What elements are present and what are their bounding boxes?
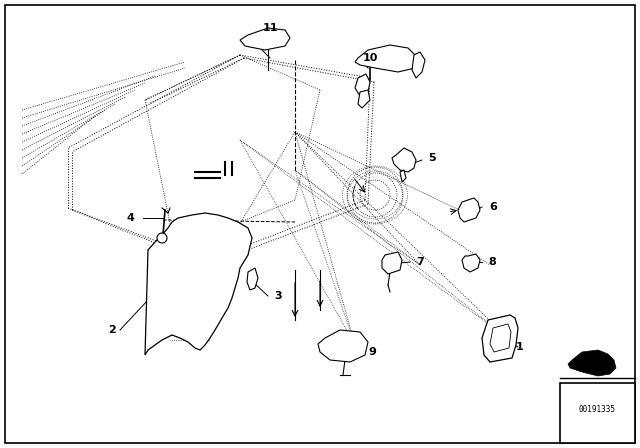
Polygon shape xyxy=(490,324,511,352)
Polygon shape xyxy=(458,198,480,222)
Polygon shape xyxy=(382,252,402,274)
Text: 10: 10 xyxy=(362,53,378,63)
Polygon shape xyxy=(318,330,368,362)
Text: 00191335: 00191335 xyxy=(579,405,616,414)
Text: 8: 8 xyxy=(488,257,496,267)
Text: 9: 9 xyxy=(368,347,376,357)
Polygon shape xyxy=(355,74,370,96)
Polygon shape xyxy=(412,52,425,78)
Polygon shape xyxy=(358,90,370,108)
Polygon shape xyxy=(240,28,290,50)
Text: 5: 5 xyxy=(428,153,436,163)
Polygon shape xyxy=(145,213,252,355)
Text: 7: 7 xyxy=(416,257,424,267)
Polygon shape xyxy=(482,315,518,362)
Text: 3: 3 xyxy=(274,291,282,301)
Polygon shape xyxy=(355,45,418,72)
Text: 4: 4 xyxy=(126,213,134,223)
Polygon shape xyxy=(392,148,416,172)
Polygon shape xyxy=(462,254,480,272)
Polygon shape xyxy=(247,268,258,290)
Bar xyxy=(560,383,635,443)
Circle shape xyxy=(157,233,167,243)
Polygon shape xyxy=(568,350,616,376)
Text: 1: 1 xyxy=(516,342,524,352)
Polygon shape xyxy=(400,170,406,182)
Text: 2: 2 xyxy=(108,325,116,335)
Text: 11: 11 xyxy=(262,23,278,33)
Text: 6: 6 xyxy=(489,202,497,212)
